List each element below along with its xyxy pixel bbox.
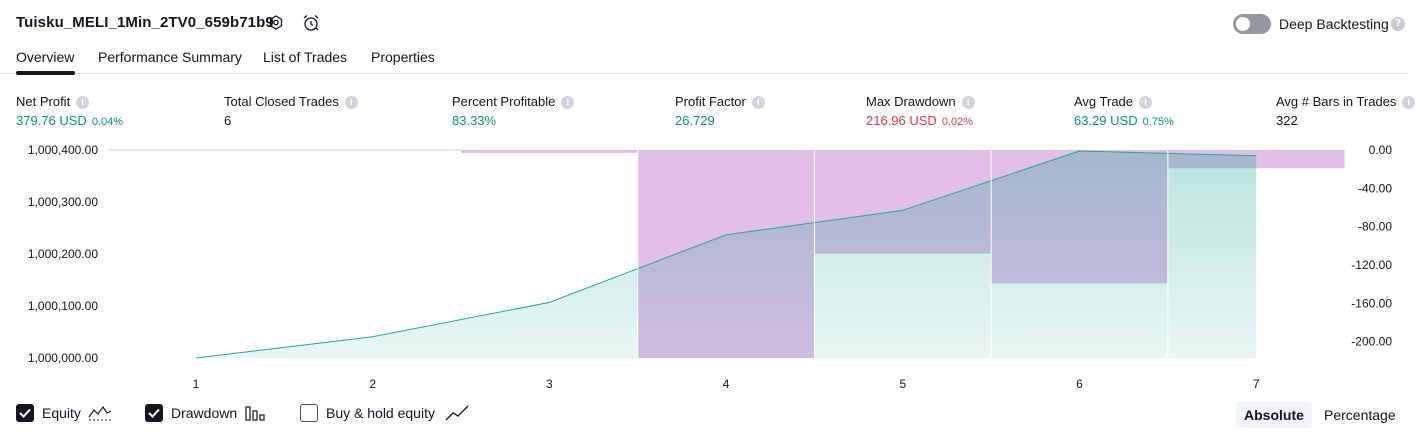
equity-drawdown-chart[interactable]: 1,000,400.00 1,000,300.00 1,000,200.00 1,00… bbox=[0, 136, 1424, 396]
x-axis-tick-label: 4 bbox=[723, 377, 730, 391]
equity-checkbox[interactable] bbox=[16, 404, 34, 422]
equity-line-icon bbox=[88, 404, 112, 425]
metric-avg-trade-label: Avg Trade i bbox=[1074, 94, 1153, 109]
left-axis-tick-label: 1,000,300.00 bbox=[28, 195, 98, 209]
percentage-mode-button[interactable]: Percentage bbox=[1324, 407, 1396, 423]
info-icon[interactable]: i bbox=[751, 96, 765, 109]
metric-net-profit-label: Net Profit i bbox=[16, 94, 90, 109]
drawdown-label: Drawdown bbox=[171, 405, 238, 421]
equity-line bbox=[195, 150, 1257, 359]
strategy-title: Tuisku_MELI_1Min_2TV0_659b71b9 bbox=[16, 14, 274, 31]
drawdown-bars-icon bbox=[245, 404, 267, 425]
deep-backtesting-toggle[interactable] bbox=[1233, 14, 1271, 34]
settings-icon[interactable] bbox=[267, 14, 285, 32]
left-axis-tick-label: 1,000,400.00 bbox=[28, 143, 98, 157]
metric-net-profit-value: 379.76 USD 0.04% bbox=[16, 113, 124, 128]
buy-hold-label: Buy & hold equity bbox=[326, 405, 435, 421]
tab-divider bbox=[0, 73, 1408, 74]
right-axis-tick-label: -120.00 bbox=[1351, 258, 1392, 272]
x-axis-tick-label: 2 bbox=[369, 377, 376, 391]
right-axis-tick-label: -40.00 bbox=[1358, 181, 1392, 195]
equity-label: Equity bbox=[42, 405, 81, 421]
buy-hold-checkbox[interactable] bbox=[300, 404, 318, 422]
tab-list-of-trades[interactable]: List of Trades bbox=[263, 49, 348, 65]
x-axis-tick-label: 1 bbox=[193, 377, 200, 391]
tab-properties[interactable]: Properties bbox=[371, 49, 435, 65]
legend-buy-hold[interactable]: Buy & hold equity bbox=[300, 404, 475, 424]
metric-profit-factor-value: 26.729 bbox=[675, 113, 715, 128]
info-icon[interactable]: i bbox=[344, 96, 358, 109]
right-axis-tick-label: -160.00 bbox=[1351, 296, 1392, 310]
legend-drawdown[interactable]: Drawdown bbox=[145, 404, 270, 424]
info-icon[interactable]: i bbox=[961, 96, 975, 109]
metric-avg-bars-label: Avg # Bars in Trades i bbox=[1276, 94, 1416, 109]
metric-total-closed-trades-label: Total Closed Trades i bbox=[224, 94, 358, 109]
metric-avg-trade-value: 63.29 USD 0.75% bbox=[1074, 113, 1174, 128]
x-axis-tick-label: 5 bbox=[899, 377, 906, 391]
active-tab-indicator bbox=[16, 71, 75, 75]
drawdown-bar-3 bbox=[461, 150, 638, 153]
metric-percent-profitable-label: Percent Profitable i bbox=[452, 94, 575, 109]
metric-max-drawdown-label: Max Drawdown i bbox=[866, 94, 975, 109]
info-icon[interactable]: i bbox=[1402, 96, 1416, 109]
drawdown-checkbox[interactable] bbox=[145, 404, 163, 422]
help-icon[interactable]: ? bbox=[1391, 17, 1405, 31]
metric-percent-profitable-value: 83.33% bbox=[452, 113, 497, 128]
x-axis-tick-label: 7 bbox=[1253, 377, 1260, 391]
info-icon[interactable]: i bbox=[76, 96, 90, 109]
absolute-mode-button[interactable]: Absolute bbox=[1236, 402, 1312, 428]
tab-bar: Overview Performance Summary List of Tra… bbox=[16, 49, 435, 71]
metric-total-closed-trades-value: 6 bbox=[224, 113, 232, 128]
buy-hold-line-icon bbox=[445, 404, 469, 425]
alert-clock-icon[interactable] bbox=[301, 13, 321, 33]
x-axis-tick-label: 6 bbox=[1076, 377, 1083, 391]
tab-performance-summary[interactable]: Performance Summary bbox=[98, 49, 242, 65]
x-axis-tick-label: 3 bbox=[546, 377, 553, 391]
info-icon[interactable]: i bbox=[561, 96, 575, 109]
metric-max-drawdown-value: 216.96 USD 0.02% bbox=[866, 113, 974, 128]
tab-overview[interactable]: Overview bbox=[16, 49, 75, 65]
legend-equity[interactable]: Equity bbox=[16, 404, 116, 424]
right-axis-tick-label: 0.00 bbox=[1369, 143, 1393, 157]
left-axis-tick-label: 1,000,000.00 bbox=[28, 351, 98, 365]
left-axis-tick-label: 1,000,200.00 bbox=[28, 247, 98, 261]
info-icon[interactable]: i bbox=[1139, 96, 1153, 109]
right-axis-tick-label: -80.00 bbox=[1358, 220, 1392, 234]
metric-profit-factor-label: Profit Factor i bbox=[675, 94, 765, 109]
toggle-knob bbox=[1236, 17, 1250, 31]
left-axis-tick-label: 1,000,100.00 bbox=[28, 299, 98, 313]
metric-avg-bars-value: 322 bbox=[1276, 113, 1298, 128]
right-axis-tick-label: -200.00 bbox=[1351, 335, 1392, 349]
deep-backtesting-label: Deep Backtesting bbox=[1279, 16, 1389, 32]
